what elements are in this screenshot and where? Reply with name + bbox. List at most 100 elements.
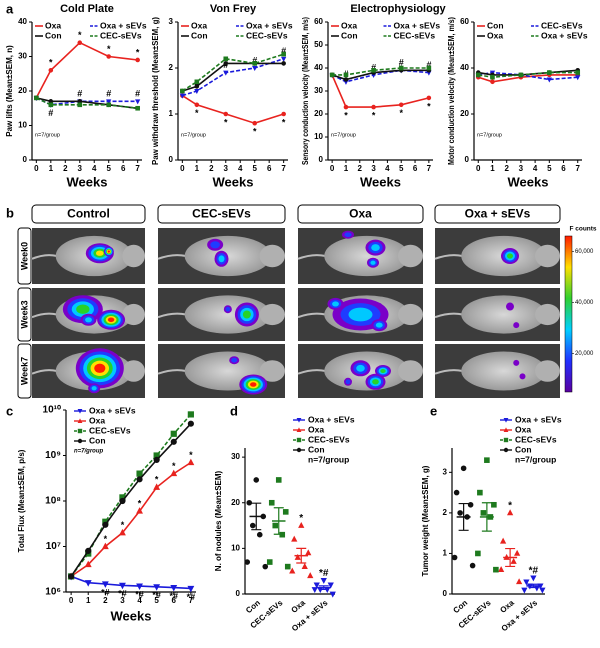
- panel-label: b: [6, 205, 14, 220]
- legend-marker: [296, 427, 302, 432]
- y-tick-label: 40: [18, 17, 27, 26]
- marker: [180, 88, 185, 94]
- y-tick-label: 20: [231, 498, 240, 507]
- marker: [153, 483, 161, 490]
- legend-label: CEC-sEVs: [541, 20, 583, 30]
- marker: [170, 438, 177, 445]
- legend-label: Oxa + sEVs: [100, 20, 147, 30]
- y-tick-label: 0: [169, 155, 174, 164]
- x-tick-label: 7: [427, 164, 432, 173]
- y-tick-label: 60: [460, 17, 469, 26]
- marker: [327, 582, 334, 589]
- mouse-tail: [31, 369, 58, 375]
- marker: [77, 40, 83, 46]
- mouse-head: [535, 244, 560, 268]
- mouse-head: [259, 360, 285, 382]
- signal-blob: [506, 302, 514, 311]
- significance-label: *: [195, 108, 199, 118]
- legend-label: Oxa: [191, 20, 207, 30]
- significance-label: *#: [170, 591, 179, 601]
- marker: [281, 61, 286, 66]
- marker: [275, 477, 282, 483]
- signal-blob: [345, 379, 351, 385]
- y-axis-label: Paw withdraw threshold (Mean±SEM, g): [151, 17, 160, 165]
- row-label: Week0: [19, 242, 29, 270]
- signal-blob: [380, 369, 386, 373]
- y-tick-label: 0: [236, 589, 241, 598]
- significance-label: *: [104, 534, 108, 544]
- signal-blob: [371, 244, 380, 252]
- x-tick-label: 4: [385, 164, 390, 173]
- chart-title: Von Frey: [210, 3, 257, 15]
- x-tick-label: 4: [92, 164, 97, 173]
- y-tick-label: 0: [23, 155, 28, 164]
- x-axis-label: Weeks: [67, 174, 108, 189]
- mouse-tail: [157, 369, 187, 375]
- x-tick-label: 4: [238, 164, 243, 173]
- significance-label: #: [48, 108, 53, 118]
- x-tick-label: 7: [281, 164, 286, 173]
- marker: [371, 68, 376, 73]
- signal-blob: [250, 382, 257, 387]
- note: n=7/group: [35, 133, 60, 139]
- signal-blob: [76, 304, 90, 314]
- x-tick-label: 7: [189, 596, 194, 605]
- marker: [106, 99, 112, 105]
- row-label-box: [17, 227, 32, 285]
- signal-blob: [356, 364, 365, 372]
- y-axis-label: Sensory conduction velocity (Mean±SEM, m…: [301, 17, 310, 165]
- series-line: [332, 67, 429, 76]
- x-tick-label: 6: [267, 164, 272, 173]
- marker: [106, 54, 112, 59]
- x-axis-label: Weeks: [213, 174, 254, 189]
- chart-title: Electrophysiology: [350, 3, 446, 15]
- mouse-head: [122, 244, 145, 268]
- legend-label: CEC-sEVs: [100, 30, 142, 40]
- marker: [170, 430, 177, 437]
- significance-label: *: [282, 117, 286, 127]
- marker: [266, 559, 273, 565]
- sem-bar: [251, 502, 262, 531]
- legend-marker: [296, 437, 302, 443]
- significance-label: *#: [152, 590, 161, 600]
- column-header: Oxa: [349, 207, 372, 221]
- marker: [515, 578, 523, 585]
- marker: [284, 563, 291, 570]
- marker: [194, 89, 200, 95]
- marker: [272, 522, 279, 529]
- sem-bar: [458, 502, 469, 531]
- marker: [48, 102, 54, 108]
- y-tick-label: 40: [314, 63, 323, 72]
- legend-label: Oxa + sEVs: [89, 405, 136, 415]
- x-tick-label: 0: [69, 596, 74, 605]
- marker: [510, 557, 517, 564]
- marker: [575, 75, 581, 81]
- marker: [223, 56, 229, 62]
- signal-blob: [513, 359, 520, 366]
- significance-label: *: [224, 117, 228, 127]
- marker: [244, 559, 251, 565]
- marker: [497, 566, 505, 573]
- legend-label: Oxa: [45, 20, 61, 30]
- signal-blob: [242, 310, 251, 319]
- marker: [136, 583, 143, 591]
- legend-marker: [77, 409, 83, 414]
- marker: [491, 501, 497, 508]
- marker: [521, 587, 528, 594]
- x-tick-label: 2: [103, 596, 108, 605]
- signal-blob: [513, 322, 520, 329]
- legend-label: Oxa: [341, 20, 357, 30]
- signal-blob: [85, 317, 92, 323]
- marker: [398, 102, 404, 108]
- mouse-tail: [157, 312, 187, 319]
- marker: [490, 79, 495, 85]
- legend-label: CEC-sEVs: [246, 30, 288, 40]
- marker: [343, 77, 349, 82]
- signal-blob: [218, 255, 225, 263]
- significance-label: *: [155, 475, 159, 485]
- chart-title: Cold Plate: [60, 3, 114, 15]
- marker: [252, 66, 258, 72]
- note: n=7/group: [515, 454, 556, 464]
- marker: [477, 489, 483, 496]
- marker: [518, 72, 524, 78]
